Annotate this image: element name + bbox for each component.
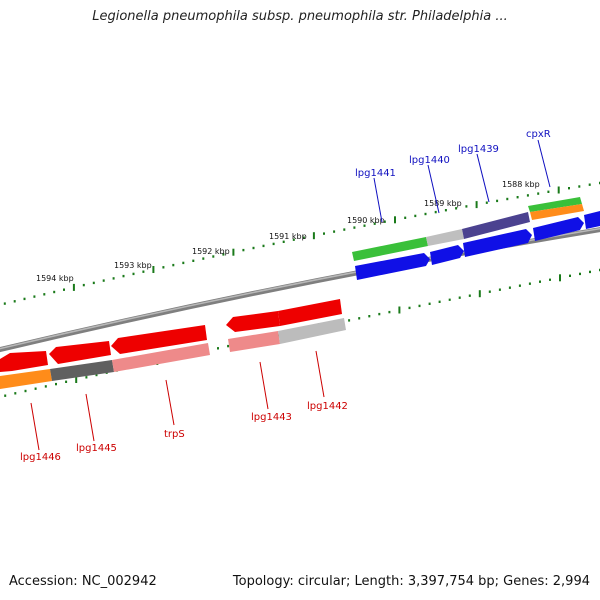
feature-lpg1441-cds xyxy=(352,237,428,261)
gene-label-lpg1445: lpg1445 xyxy=(76,443,117,454)
feature-next-arrow xyxy=(584,211,600,229)
feature-lpg1443-cds xyxy=(228,331,280,352)
accession-label: Accession: NC_002942 xyxy=(9,574,157,589)
gene-label-trpS: trpS xyxy=(164,429,185,440)
leader-line xyxy=(373,177,383,223)
gene-label-lpg1446: lpg1446 xyxy=(20,452,61,463)
gene-label-cpxR: cpxR xyxy=(526,129,551,140)
feature-lpg1439-arrow xyxy=(463,229,532,257)
gene-label-lpg1439: lpg1439 xyxy=(458,144,499,155)
gene-label-lpg1441: lpg1441 xyxy=(355,168,396,179)
gene-label-lpg1440: lpg1440 xyxy=(409,155,450,166)
feature-lpg1445-arrow xyxy=(49,341,111,364)
leader-line xyxy=(427,164,440,214)
leader-line xyxy=(165,379,175,426)
reverse-gene-labels: lpg1446 lpg1445 trpS lpg1443 lpg1442 xyxy=(20,350,348,463)
scale-label: 1592 kbp xyxy=(192,247,230,256)
scale-label: 1594 kbp xyxy=(36,274,74,283)
feature-cpxR-rna xyxy=(530,204,584,220)
feature-trpS-arrow xyxy=(111,325,207,354)
top-tick-row xyxy=(3,181,600,305)
scale-label: 1591 kbp xyxy=(269,232,307,241)
feature-trpS-cds xyxy=(112,343,210,372)
gene-label-lpg1443: lpg1443 xyxy=(251,412,292,423)
feature-lpg1442-cds xyxy=(278,318,346,344)
leader-line xyxy=(259,361,269,410)
genome-summary: Topology: circular; Length: 3,397,754 bp… xyxy=(232,574,590,589)
gene-label-lpg1442: lpg1442 xyxy=(307,401,348,412)
forward-gene-labels: lpg1441 lpg1440 lpg1439 cpxR xyxy=(355,129,551,223)
leader-line xyxy=(537,139,551,188)
scale-labels: 1588 kbp 1589 kbp 1590 kbp 1591 kbp 1592… xyxy=(36,180,540,283)
scale-label: 1590 kbp xyxy=(347,216,385,225)
leader-line xyxy=(476,153,490,203)
feature-lpg1442-arrow xyxy=(278,299,342,326)
feature-lpg1439-cds xyxy=(462,212,530,239)
feature-lpg1440-cds xyxy=(426,229,464,246)
scale-label: 1589 kbp xyxy=(424,199,462,208)
scale-label: 1593 kbp xyxy=(114,261,152,270)
leader-line xyxy=(85,393,95,442)
feature-lpg1446-rna xyxy=(0,369,52,389)
leader-line xyxy=(30,402,40,451)
feature-lpg1441-arrow xyxy=(355,253,430,280)
feature-lpg1445-cds xyxy=(50,360,114,381)
reverse-features xyxy=(0,299,346,389)
leader-line xyxy=(315,350,325,398)
map-title: Legionella pneumophila subsp. pneumophil… xyxy=(92,9,508,24)
feature-lpg1440-arrow xyxy=(430,245,464,265)
feature-lpg1446-arrow xyxy=(0,351,48,372)
scale-label: 1588 kbp xyxy=(502,180,540,189)
feature-lpg1443-arrow xyxy=(226,311,280,332)
feature-cpxR-arrow xyxy=(533,217,584,241)
forward-features xyxy=(352,197,600,280)
feature-cpxR-cds xyxy=(528,197,582,212)
